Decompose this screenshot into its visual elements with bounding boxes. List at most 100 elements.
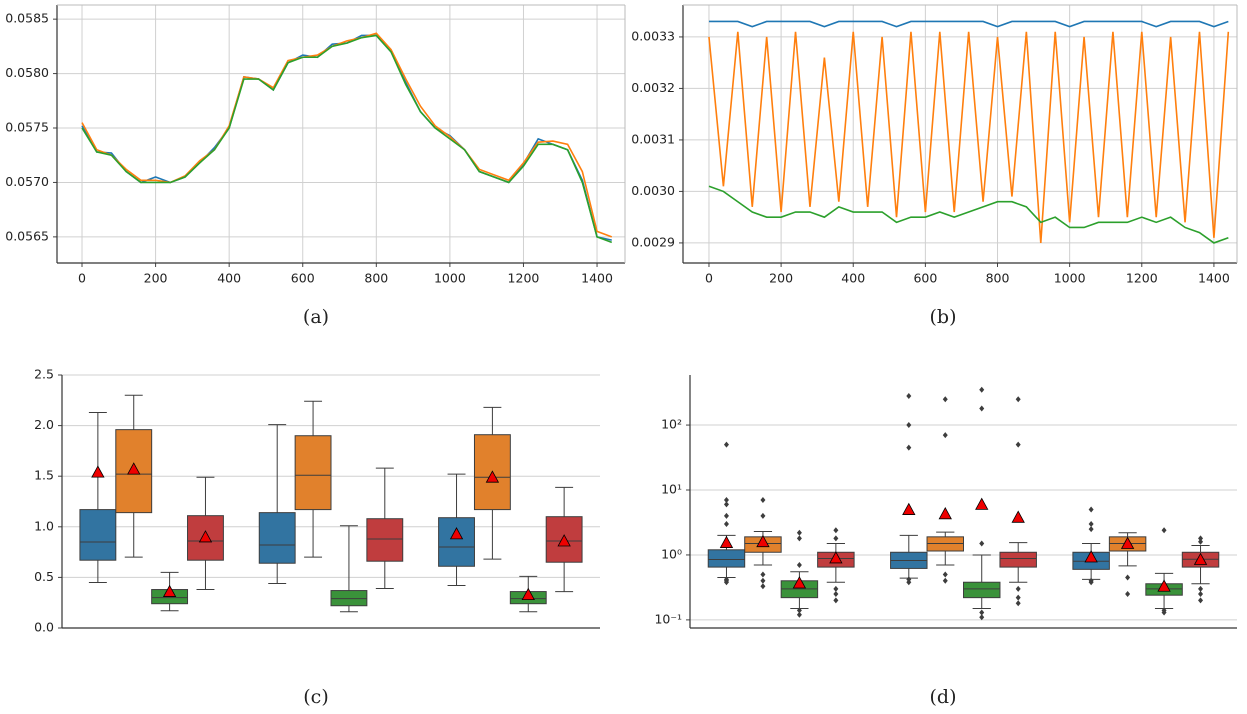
outlier — [1125, 574, 1131, 581]
mean-marker — [829, 551, 843, 564]
mean-marker — [1084, 550, 1098, 563]
outlier — [1198, 538, 1204, 545]
outlier — [723, 497, 729, 504]
mean-marker — [91, 465, 105, 478]
y-tick-label: 0.0030 — [631, 183, 675, 198]
x-tick-label: 200 — [769, 271, 793, 286]
box — [294, 435, 332, 511]
outlier — [906, 579, 912, 586]
line-series — [708, 31, 1230, 243]
mean-marker — [975, 497, 989, 510]
y-tick-label: 0.0032 — [631, 80, 675, 95]
panel-caption: (b) — [930, 306, 957, 328]
line-series — [81, 34, 612, 241]
outlier — [1198, 597, 1204, 604]
y-tick-label: 0.0580 — [5, 65, 49, 80]
outlier — [906, 393, 912, 400]
y-tick-label: 10⁰ — [661, 546, 682, 561]
box — [79, 509, 117, 561]
y-tick-label: 2.5 — [34, 367, 54, 382]
outlier — [760, 497, 766, 504]
mean-marker — [449, 527, 464, 540]
outlier — [760, 577, 766, 584]
y-tick-label: 1.0 — [34, 518, 54, 533]
outlier — [1015, 600, 1021, 607]
outlier — [760, 571, 766, 578]
panel-caption: (d) — [930, 686, 957, 708]
panel-caption: (a) — [303, 306, 329, 328]
outlier — [723, 512, 729, 519]
y-tick-label: 0.0033 — [631, 28, 675, 43]
panel-caption: (c) — [303, 686, 328, 708]
x-tick-label: 1000 — [434, 271, 466, 286]
x-tick-label: 400 — [217, 271, 241, 286]
outlier — [723, 501, 729, 508]
outlier — [723, 520, 729, 527]
outlier — [723, 441, 729, 448]
outlier — [906, 422, 912, 429]
x-tick-label: 1200 — [1126, 271, 1158, 286]
outlier — [1198, 591, 1204, 598]
box — [963, 581, 1001, 599]
x-tick-label: 400 — [841, 271, 865, 286]
x-tick-label: 0 — [705, 271, 713, 286]
y-tick-label: 0.0575 — [5, 120, 49, 135]
outlier — [1088, 506, 1094, 513]
x-tick-label: 1000 — [1054, 271, 1086, 286]
outlier — [979, 540, 985, 547]
outlier — [942, 396, 948, 403]
outlier — [979, 386, 985, 393]
outlier — [796, 607, 802, 614]
panel: 0.0029 0.0030 0.0031 0.0032 0.0033 0 200 400 600… — [631, 4, 1238, 328]
outlier — [1125, 591, 1131, 598]
line-series — [708, 185, 1229, 244]
x-tick-label: 1200 — [508, 271, 540, 286]
outlier — [942, 432, 948, 439]
panel: 10⁻¹ 10⁰ 10¹ 10² (d) — [654, 375, 1237, 708]
line-series — [708, 20, 1229, 28]
y-tick-label: 0.0031 — [631, 131, 675, 146]
y-tick-label: 0.0570 — [5, 174, 49, 189]
y-tick-label: 0.0585 — [5, 11, 49, 26]
outlier — [979, 609, 985, 616]
outlier — [760, 583, 766, 590]
mean-marker — [1157, 579, 1171, 592]
x-tick-label: 200 — [144, 271, 168, 286]
x-tick-label: 800 — [364, 271, 388, 286]
box — [330, 590, 368, 607]
outlier — [796, 529, 802, 536]
y-tick-label: 10⁻¹ — [654, 611, 682, 626]
outlier — [796, 611, 802, 618]
mean-marker — [756, 534, 770, 548]
x-tick-label: 1400 — [1198, 271, 1230, 286]
y-tick-label: 2.0 — [34, 417, 54, 432]
outlier — [833, 527, 839, 534]
box — [258, 512, 296, 564]
y-tick-label: 1.5 — [34, 468, 54, 483]
mean-marker — [792, 576, 807, 589]
outlier — [979, 614, 985, 621]
outlier — [906, 444, 912, 451]
outlier — [833, 535, 839, 542]
mean-marker — [521, 587, 535, 601]
outlier — [833, 597, 839, 604]
line-series — [81, 32, 613, 238]
box — [707, 549, 746, 568]
outlier — [1161, 527, 1167, 534]
outlier — [833, 585, 839, 592]
outlier — [1015, 441, 1021, 448]
x-tick-label: 600 — [291, 271, 315, 286]
mean-marker — [485, 470, 500, 483]
panel: 0.0565 0.0570 0.0575 0.0580 0.0585 0 200 400 600… — [5, 4, 626, 328]
outlier — [760, 512, 766, 519]
outlier — [796, 535, 802, 542]
y-tick-label: 10² — [661, 417, 682, 432]
y-tick-label: 0.0029 — [631, 234, 675, 249]
outlier — [1198, 585, 1204, 592]
outlier — [1088, 579, 1094, 586]
mean-marker — [557, 534, 571, 547]
y-tick-label: 0.5 — [34, 569, 54, 584]
outlier — [1088, 526, 1094, 533]
y-tick-label: 0.0565 — [5, 228, 49, 243]
